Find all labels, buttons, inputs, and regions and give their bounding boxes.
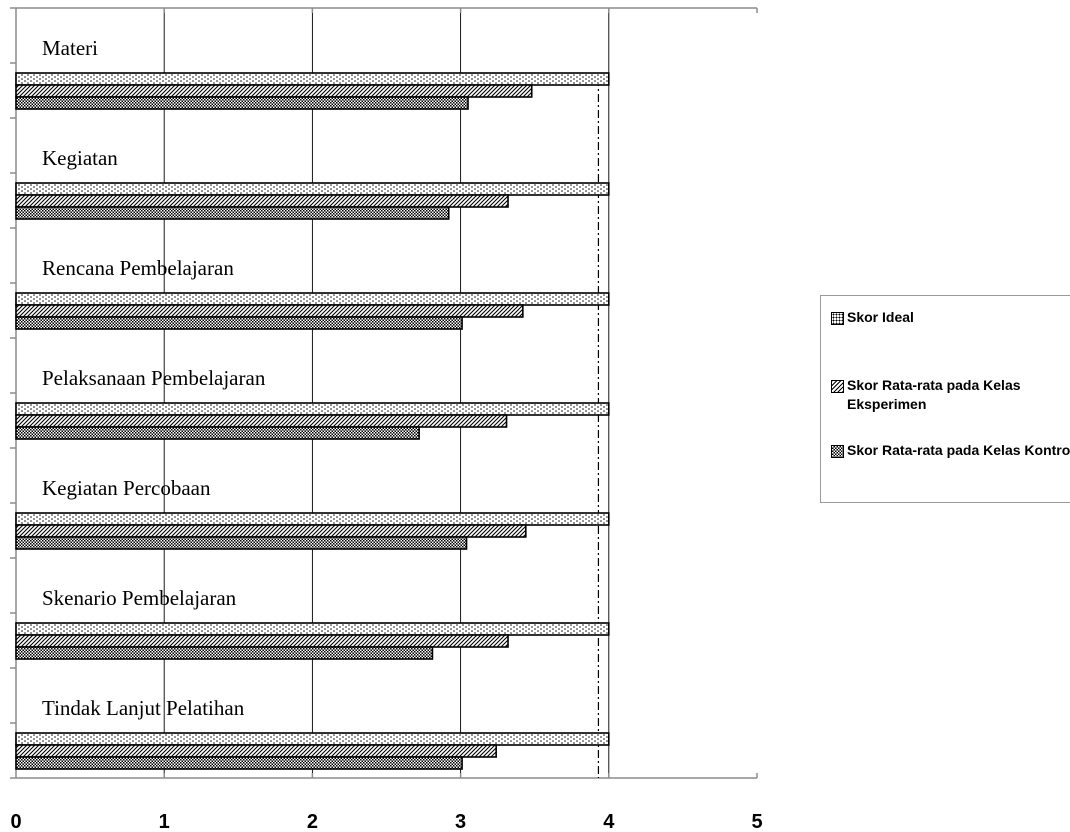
category-label: Materi — [42, 36, 98, 60]
category-label: Rencana Pembelajaran — [42, 256, 234, 280]
category-label: Kegiatan — [42, 146, 118, 170]
bar — [15, 402, 610, 416]
axes — [10, 7, 758, 779]
legend-item: Skor Rata-rata pada Kelas Kontrol — [831, 441, 1070, 460]
bars — [15, 72, 610, 770]
x-tick-label: 1 — [159, 811, 170, 832]
bar — [15, 634, 509, 648]
legend-label: Skor Rata-rata pada Kelas Eksperimen — [847, 377, 1021, 412]
legend-label: Skor Ideal — [847, 309, 914, 325]
bar — [15, 426, 420, 440]
legend-swatch-grid — [831, 445, 844, 458]
bar — [15, 536, 468, 550]
bar — [15, 524, 527, 538]
x-tick-labels: 0 1 2 3 4 5 — [10, 811, 762, 832]
x-tick-label: 3 — [455, 811, 466, 832]
category-labels: Materi Kegiatan Rencana Pembelajaran Pelaks… — [42, 36, 266, 720]
category-label: Pelaksanaan Pembelajaran — [42, 366, 266, 390]
bar — [15, 646, 434, 660]
legend-swatch-dots — [831, 312, 844, 325]
bar — [15, 744, 497, 758]
x-tick-label: 0 — [10, 811, 21, 832]
legend-label: Skor Rata-rata pada Kelas Kontrol — [847, 442, 1070, 458]
bar — [15, 512, 610, 526]
bar — [15, 414, 508, 428]
legend-item: Skor Ideal — [831, 308, 1070, 327]
bar — [15, 732, 610, 746]
gridlines — [163, 8, 610, 778]
bar — [15, 194, 509, 208]
x-tick-label: 2 — [307, 811, 318, 832]
bar — [15, 206, 450, 220]
bar — [15, 292, 610, 306]
category-label: Tindak Lanjut Pelatihan — [42, 696, 245, 720]
legend-item: Skor Rata-rata pada Kelas Eksperimen — [831, 376, 1070, 414]
x-tick-label: 4 — [603, 811, 615, 832]
bar — [15, 304, 524, 318]
bar — [15, 756, 463, 770]
bar — [15, 316, 463, 330]
legend-swatch-diagonal — [831, 380, 844, 393]
bar — [15, 84, 533, 98]
category-label: Skenario Pembelajaran — [42, 586, 237, 610]
bar — [15, 622, 610, 636]
bar — [15, 182, 610, 196]
bar — [15, 72, 610, 86]
legend: Skor Ideal Skor Rata-rata pada Kelas Eks… — [820, 295, 1070, 503]
bar — [15, 96, 469, 110]
category-label: Kegiatan Percobaan — [42, 476, 211, 500]
x-tick-label: 5 — [751, 811, 762, 832]
